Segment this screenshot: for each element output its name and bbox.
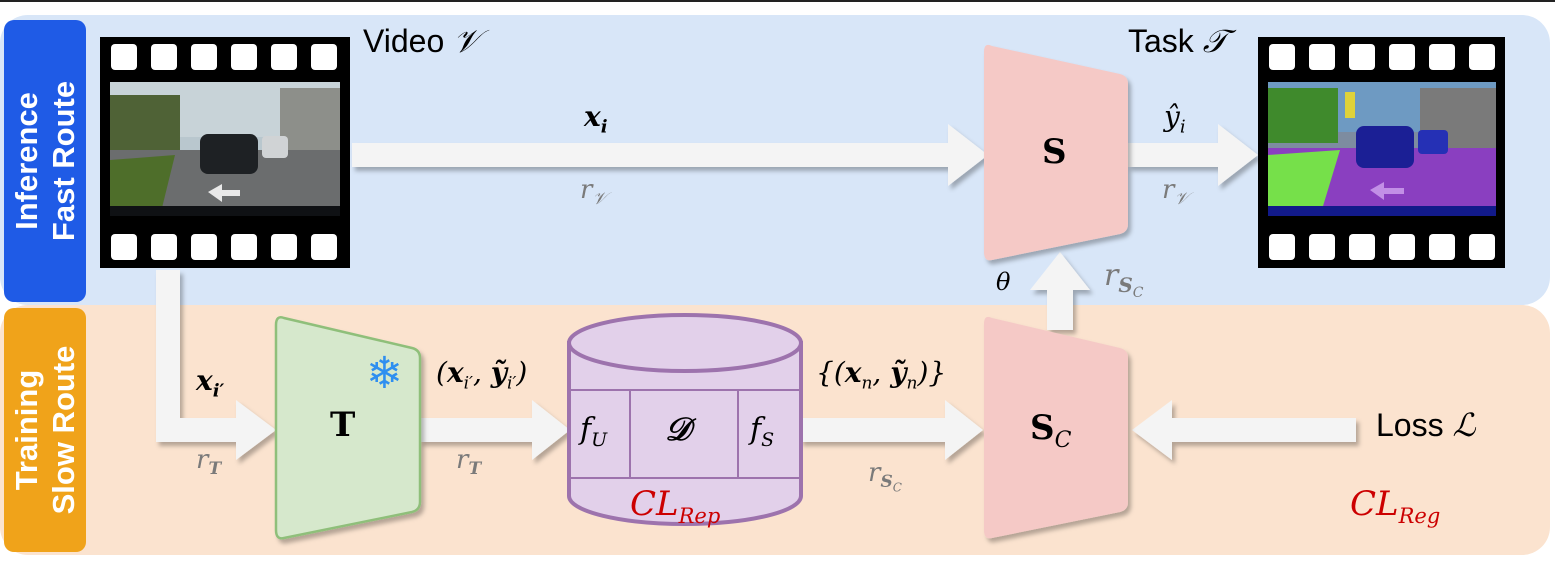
pair-label: (xi′, ỹi′) bbox=[436, 356, 528, 394]
set-label: {(xn, ỹn)} bbox=[816, 356, 947, 394]
cl-reg-label: CLReg bbox=[1350, 484, 1441, 528]
student-model-box bbox=[984, 44, 1128, 261]
video-label: Video 𝒱 bbox=[363, 22, 480, 60]
rv-label-1: r𝒱 bbox=[580, 175, 607, 210]
student-label: S bbox=[1042, 132, 1067, 172]
loss-label: Loss ℒ bbox=[1376, 406, 1476, 444]
buffer-fu-label: fU bbox=[580, 412, 608, 451]
buffer-fs-label: fS bbox=[750, 412, 775, 451]
student-copy-label: SC bbox=[1030, 408, 1072, 453]
segmentation-output-frame bbox=[1268, 82, 1496, 216]
teacher-label: T bbox=[330, 405, 356, 445]
cl-rep-label: CLRep bbox=[630, 484, 721, 528]
rsc-label-top: rSC bbox=[1104, 258, 1144, 301]
inference-route-tab: Inference Fast Route bbox=[4, 20, 86, 302]
rsc-label-bottom: rSC bbox=[868, 458, 902, 495]
arrow-s-to-task bbox=[1128, 124, 1258, 186]
teacher-model-box bbox=[274, 316, 422, 540]
y-hat-label: ŷi bbox=[1164, 100, 1186, 138]
rv-label-2: r𝒱 bbox=[1162, 175, 1189, 210]
arrow-buffer-to-sc bbox=[800, 400, 983, 460]
arrow-t-to-buffer bbox=[420, 400, 570, 460]
rt-label-1: rT bbox=[196, 445, 222, 480]
input-film-strip bbox=[100, 37, 350, 268]
arrow-sc-to-s bbox=[1030, 252, 1090, 330]
xi-prime-label: xi′ bbox=[196, 364, 225, 402]
output-film-strip bbox=[1258, 37, 1505, 268]
input-video-frame bbox=[110, 82, 340, 216]
buffer-dataset-label: 𝒟 bbox=[665, 410, 691, 448]
rt-label-2: rT bbox=[456, 445, 482, 480]
arrow-video-to-s bbox=[352, 124, 988, 186]
arrow-video-to-t bbox=[156, 270, 276, 460]
xi-label: xi bbox=[584, 100, 608, 138]
arrows bbox=[156, 124, 1356, 460]
top-rule bbox=[0, 0, 1555, 2]
student-copy-box bbox=[984, 316, 1128, 539]
replay-buffer-cylinder bbox=[567, 313, 803, 526]
task-label: Task 𝒯 bbox=[1128, 22, 1228, 60]
training-route-tab: Training Slow Route bbox=[4, 308, 86, 552]
theta-label: θ bbox=[996, 268, 1011, 296]
arrow-loss-to-sc bbox=[1132, 400, 1356, 460]
snowflake-icon: ❄ bbox=[366, 349, 403, 398]
